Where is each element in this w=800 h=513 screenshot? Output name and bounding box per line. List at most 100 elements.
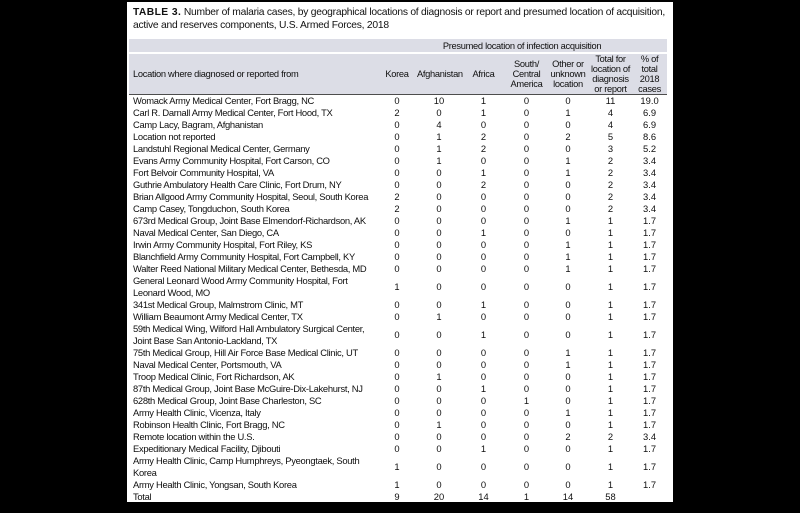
location-cell: Total: [133, 491, 152, 502]
value-cell: 0: [523, 191, 530, 202]
value-cell: 1: [607, 347, 614, 358]
table-row: General Leonard Wood Army Community Hosp…: [129, 275, 667, 299]
value-cell: 1: [480, 227, 487, 238]
value-cell: 1: [607, 359, 614, 370]
value-cell: 0: [394, 395, 400, 406]
value-cell: 0: [523, 143, 530, 154]
value-cell: 10: [433, 95, 445, 106]
location-cell: Camp Casey, Tongduchon, South Korea: [133, 203, 290, 214]
location-cell: 75th Medical Group, Hill Air Force Base …: [133, 347, 358, 358]
table-row: 673rd Medical Group, Joint Base Elmendor…: [129, 215, 667, 227]
value-cell: 0: [565, 395, 571, 406]
value-cell: 1: [607, 311, 614, 322]
value-cell: [632, 491, 667, 503]
value-cell: 5: [607, 131, 614, 142]
value-cell: 0: [436, 461, 442, 472]
value-cell: 0: [436, 431, 442, 442]
value-cell: 0: [394, 383, 400, 394]
value-cell: 0: [480, 155, 487, 166]
value-cell: 0: [523, 461, 530, 472]
value-cell: 1: [436, 371, 442, 382]
value-cell: 0: [480, 191, 487, 202]
value-cell: 0: [480, 395, 487, 406]
table-row: Carl R. Darnall Army Medical Center, For…: [129, 107, 667, 119]
span-header-row: Presumed location of infection acquisiti…: [129, 39, 668, 54]
table-row: Brian Allgood Army Community Hospital, S…: [129, 191, 667, 203]
table-row: Expeditionary Medical Facility, Djibouti…: [129, 443, 667, 455]
value-cell: 1: [607, 407, 614, 418]
value-cell: 1: [480, 383, 487, 394]
location-cell: Expeditionary Medical Facility, Djibouti: [133, 443, 281, 454]
value-cell: 0: [394, 215, 400, 226]
value-cell: 1.7: [643, 263, 657, 274]
value-cell: 1: [607, 281, 614, 292]
value-cell: 1: [480, 443, 487, 454]
table-title-text: Number of malaria cases, by geographical…: [133, 7, 665, 31]
value-cell: 0: [565, 371, 571, 382]
value-cell: 1: [607, 227, 614, 238]
table-row: Irwin Army Community Hospital, Fort Rile…: [129, 239, 667, 251]
value-cell: 1: [607, 263, 614, 274]
value-cell: 9: [394, 491, 400, 502]
value-cell: 0: [565, 443, 571, 454]
table-row: Naval Medical Center, Portsmouth, VA 0 0 0 0…: [129, 359, 667, 371]
column-header: Other or unknown location: [547, 53, 589, 95]
value-cell: 3: [607, 143, 614, 154]
value-cell: 1: [480, 329, 487, 340]
value-cell: 1.7: [643, 347, 657, 358]
value-cell: 1: [607, 461, 614, 472]
value-cell: 0: [436, 203, 442, 214]
value-cell: 2: [607, 203, 614, 214]
value-cell: 0: [480, 419, 487, 430]
value-cell: 0: [523, 479, 530, 490]
location-cell: Walter Reed National Military Medical Ce…: [133, 263, 367, 274]
value-cell: 0: [480, 119, 487, 130]
table-row: William Beaumont Army Medical Center, TX…: [129, 311, 667, 323]
location-cell: Location not reported: [133, 131, 216, 142]
value-cell: 1: [436, 155, 442, 166]
value-cell: 0: [394, 347, 400, 358]
location-cell: Guthrie Ambulatory Health Care Clinic, F…: [133, 179, 342, 190]
table-row: Blanchfield Army Community Hospital, For…: [129, 251, 667, 263]
value-cell: 0: [523, 431, 530, 442]
value-cell: 1: [565, 359, 571, 370]
value-cell: 0: [480, 215, 487, 226]
value-cell: 1: [394, 461, 400, 472]
column-header: Africa: [461, 53, 506, 95]
value-cell: 1: [480, 299, 487, 310]
location-cell: William Beaumont Army Medical Center, TX: [133, 311, 303, 322]
value-cell: 0: [523, 95, 530, 106]
value-cell: 0: [523, 359, 530, 370]
value-cell: 0: [565, 383, 571, 394]
table-row: Total 9 20 14 1 14 58: [129, 491, 667, 503]
value-cell: 0: [436, 383, 442, 394]
value-cell: 2: [565, 131, 571, 142]
value-cell: 0: [394, 431, 400, 442]
value-cell: 1: [436, 311, 442, 322]
value-cell: 4: [607, 107, 614, 118]
table-row: 59th Medical Wing, Wilford Hall Ambulato…: [129, 323, 667, 347]
value-cell: 0: [523, 155, 530, 166]
value-cell: 1: [607, 239, 614, 250]
value-cell: 0: [436, 281, 442, 292]
value-cell: 0: [394, 311, 400, 322]
value-cell: 0: [480, 407, 487, 418]
value-cell: 0: [565, 227, 571, 238]
value-cell: 1.7: [643, 227, 657, 238]
malaria-cases-table: Presumed location of infection acquisiti…: [129, 39, 668, 503]
value-cell: 1: [480, 167, 487, 178]
value-cell: 0: [523, 311, 530, 322]
location-cell: Evans Army Community Hospital, Fort Cars…: [133, 155, 330, 166]
value-cell: 0: [436, 329, 442, 340]
value-cell: 3.4: [643, 179, 657, 190]
value-cell: 2: [607, 167, 614, 178]
column-header: Afghanistan: [417, 53, 463, 95]
value-cell: 0: [436, 191, 442, 202]
table-row: Walter Reed National Military Medical Ce…: [129, 263, 667, 275]
value-cell: 0: [480, 461, 487, 472]
value-cell: 0: [436, 359, 442, 370]
value-cell: 1.7: [643, 329, 657, 340]
value-cell: 1.7: [643, 461, 657, 472]
value-cell: 11: [605, 95, 616, 106]
value-cell: 0: [523, 347, 530, 358]
